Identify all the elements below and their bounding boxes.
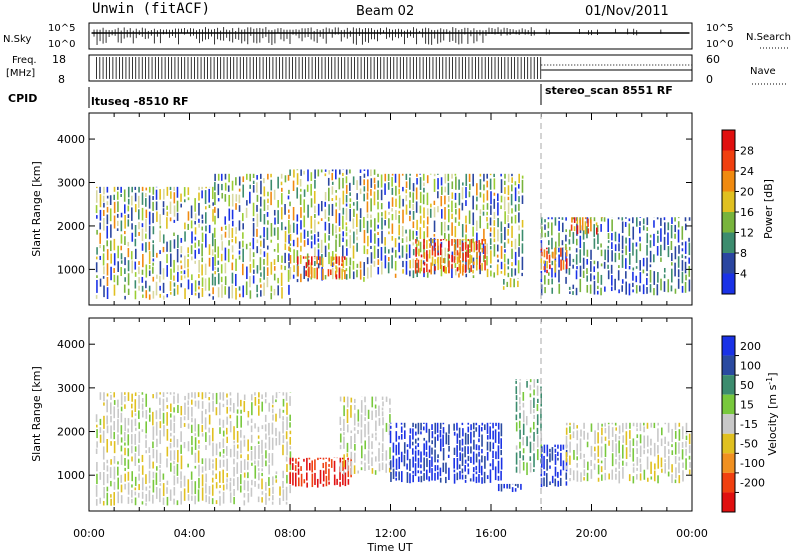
nsky-right-tick-bottom: 10^0 (706, 39, 733, 50)
power-colorbar-tick-label: 12 (740, 227, 754, 240)
freq-unit-label: [MHz] (6, 68, 35, 79)
power-echo-field (95, 169, 691, 300)
date-title: 01/Nov/2011 (585, 4, 669, 19)
power-colorbar-tick-label: 4 (740, 268, 747, 281)
power-colorbar-tick-label: 8 (740, 247, 747, 260)
cpid-segment-1: ltuseq -8510 RF (91, 95, 189, 108)
power-colorbar-swatch (722, 212, 735, 233)
velocity-colorbar-tick-label: -50 (740, 438, 758, 451)
power-y-tick-label: 2000 (57, 220, 85, 233)
velocity-y-tick-label: 2000 (57, 426, 85, 439)
velocity-colorbar-label-close: ] (766, 372, 779, 376)
velocity-colorbar-tick-label: -15 (740, 418, 758, 431)
freq-label: Freq. (12, 55, 37, 66)
velocity-colorbar-tick-label: 15 (740, 398, 754, 411)
time-tick-label: 20:00 (576, 527, 608, 540)
freq-right-tick-top: 60 (706, 53, 720, 66)
power-colorbar-swatch (722, 253, 735, 274)
nsky-left-tick-bottom: 10^0 (48, 39, 75, 50)
freq-series (96, 57, 692, 79)
velocity-colorbar-frame (721, 335, 736, 513)
nsky-panel-frame (88, 22, 693, 50)
time-tick-label: 00:00 (676, 527, 708, 540)
freq-left-tick-top: 18 (52, 53, 66, 66)
velocity-colorbar-swatch (722, 472, 735, 493)
freq-panel-frame (88, 54, 693, 82)
cpid-segment-2: stereo_scan 8551 RF (545, 84, 673, 97)
velocity-colorbar-label-exponent: -1 (765, 377, 774, 385)
velocity-colorbar-swatch (722, 492, 735, 512)
power-colorbar-swatch (722, 150, 735, 171)
velocity-colorbar-swatch (722, 394, 735, 415)
velocity-colorbar-swatch (722, 375, 735, 395)
velocity-colorbar-tick-label: 100 (740, 359, 761, 372)
power-y-tick-label: 3000 (57, 177, 85, 190)
velocity-colorbar-swatch (722, 453, 735, 473)
power-colorbar-swatch (722, 171, 735, 192)
nsearch-label: N.Search (746, 32, 791, 43)
velocity-y-tick-label: 1000 (57, 469, 85, 482)
velocity-colorbar-swatch (722, 414, 735, 434)
power-colorbar-label: Power [dB] (762, 179, 775, 239)
power-colorbar-tick-label: 16 (740, 206, 754, 219)
power-colorbar-swatch (722, 191, 735, 212)
nave-label: Nave (750, 66, 776, 77)
station-title: Unwin (fitACF) (92, 1, 210, 17)
velocity-colorbar-swatch (722, 336, 735, 356)
velocity-colorbar-tick-label: 200 (740, 340, 761, 353)
velocity-colorbar-tick-label: -200 (740, 477, 765, 490)
time-tick-label: 08:00 (274, 527, 306, 540)
nsky-left-tick-top: 10^5 (48, 23, 75, 34)
power-y-ticks: 1000 2000 3000 4000 (57, 133, 692, 276)
power-colorbar-tick-label: 24 (740, 165, 754, 178)
velocity-colorbar-ticks: 200 100 50 15 -15 -50 -100 -200 (735, 340, 765, 493)
velocity-colorbar-swatch (722, 433, 735, 454)
time-axis-title: Time UT (366, 541, 412, 554)
power-colorbar-swatch (722, 232, 735, 253)
beam-title: Beam 02 (356, 4, 414, 19)
time-tick-label: 12:00 (375, 527, 407, 540)
power-y-axis-label: Slant Range [km] (30, 161, 43, 257)
time-tick-label: 16:00 (475, 527, 507, 540)
power-colorbar-tick-label: 28 (740, 145, 754, 158)
power-colorbar-ticks: 4 8 12 16 20 24 28 (735, 145, 754, 281)
velocity-colorbar-tick-label: 50 (740, 379, 754, 392)
time-axis-labels: 00:00 04:00 08:00 12:00 16:00 20:00 00:00 (73, 527, 708, 540)
cpid-label: CPID (8, 92, 37, 105)
power-colorbar-tick-label: 20 (740, 186, 754, 199)
power-y-tick-label: 1000 (57, 263, 85, 276)
freq-left-tick-bottom: 8 (58, 73, 65, 86)
velocity-colorbar-tick-label: -100 (740, 457, 765, 470)
nsky-right-tick-top: 10^5 (706, 23, 733, 34)
velocity-y-tick-label: 3000 (57, 382, 85, 395)
velocity-y-axis-label: Slant Range [km] (30, 366, 43, 462)
time-tick-label: 00:00 (73, 527, 105, 540)
velocity-y-tick-label: 4000 (57, 338, 85, 351)
nsky-series (91, 27, 690, 45)
velocity-colorbar-label: Velocity [m s-1] (765, 372, 780, 455)
power-colorbar (721, 129, 736, 295)
velocity-echo-field (95, 379, 691, 506)
power-y-tick-label: 4000 (57, 133, 85, 146)
nsky-label: N.Sky (3, 34, 31, 45)
freq-right-tick-bottom: 0 (706, 73, 713, 86)
power-colorbar-swatch (722, 273, 735, 294)
time-tick-label: 04:00 (174, 527, 206, 540)
power-colorbar-swatch (722, 130, 735, 151)
velocity-colorbar-label-text: Velocity [m s (766, 384, 779, 455)
velocity-y-ticks: 1000 2000 3000 4000 (57, 338, 692, 482)
velocity-colorbar (721, 335, 736, 513)
velocity-colorbar-swatch (722, 355, 735, 376)
